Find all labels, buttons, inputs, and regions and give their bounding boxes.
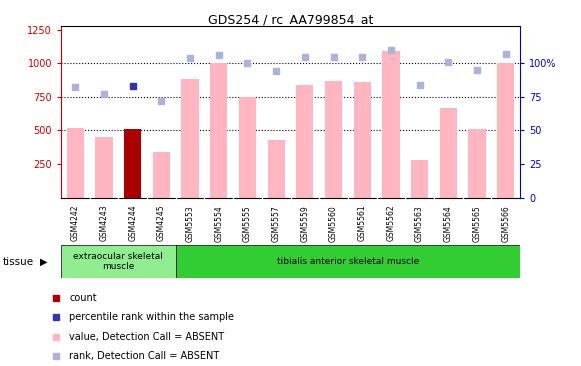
Text: GSM5560: GSM5560 — [329, 205, 338, 242]
Bar — [497, 63, 514, 198]
Text: value, Detection Call = ABSENT: value, Detection Call = ABSENT — [70, 332, 225, 342]
Text: extraocular skeletal
muscle: extraocular skeletal muscle — [73, 252, 163, 272]
Text: GSM5555: GSM5555 — [243, 205, 252, 242]
Text: GSM5564: GSM5564 — [444, 205, 453, 242]
Text: ▶: ▶ — [40, 257, 47, 267]
FancyBboxPatch shape — [61, 245, 175, 278]
Bar — [124, 129, 141, 198]
Bar — [296, 85, 314, 198]
Text: GDS254 / rc_AA799854_at: GDS254 / rc_AA799854_at — [208, 13, 373, 26]
Text: GSM4243: GSM4243 — [99, 205, 109, 242]
Bar — [239, 97, 256, 198]
Text: percentile rank within the sample: percentile rank within the sample — [70, 313, 235, 322]
Text: GSM5553: GSM5553 — [185, 205, 195, 242]
Text: GSM5562: GSM5562 — [386, 205, 396, 242]
Bar — [440, 108, 457, 198]
FancyBboxPatch shape — [175, 245, 520, 278]
Bar — [354, 82, 371, 198]
Text: rank, Detection Call = ABSENT: rank, Detection Call = ABSENT — [70, 351, 220, 361]
Text: GSM5565: GSM5565 — [472, 205, 482, 242]
Text: tissue: tissue — [3, 257, 34, 267]
Text: GSM4242: GSM4242 — [71, 205, 80, 241]
Bar — [382, 51, 400, 198]
Bar — [468, 129, 486, 198]
Text: GSM5554: GSM5554 — [214, 205, 223, 242]
Text: GSM5557: GSM5557 — [272, 205, 281, 242]
Bar — [67, 128, 84, 198]
Text: GSM4245: GSM4245 — [157, 205, 166, 242]
Text: count: count — [70, 293, 97, 303]
Text: GSM5561: GSM5561 — [358, 205, 367, 242]
Bar — [325, 81, 342, 198]
Text: GSM5563: GSM5563 — [415, 205, 424, 242]
Text: GSM5566: GSM5566 — [501, 205, 510, 242]
Bar — [95, 137, 113, 198]
Text: GSM5559: GSM5559 — [300, 205, 309, 242]
Text: tibialis anterior skeletal muscle: tibialis anterior skeletal muscle — [277, 257, 419, 266]
Text: GSM4244: GSM4244 — [128, 205, 137, 242]
Bar — [267, 140, 285, 198]
Bar — [153, 152, 170, 198]
Bar — [411, 160, 428, 198]
Bar — [210, 63, 227, 198]
Bar — [181, 79, 199, 198]
